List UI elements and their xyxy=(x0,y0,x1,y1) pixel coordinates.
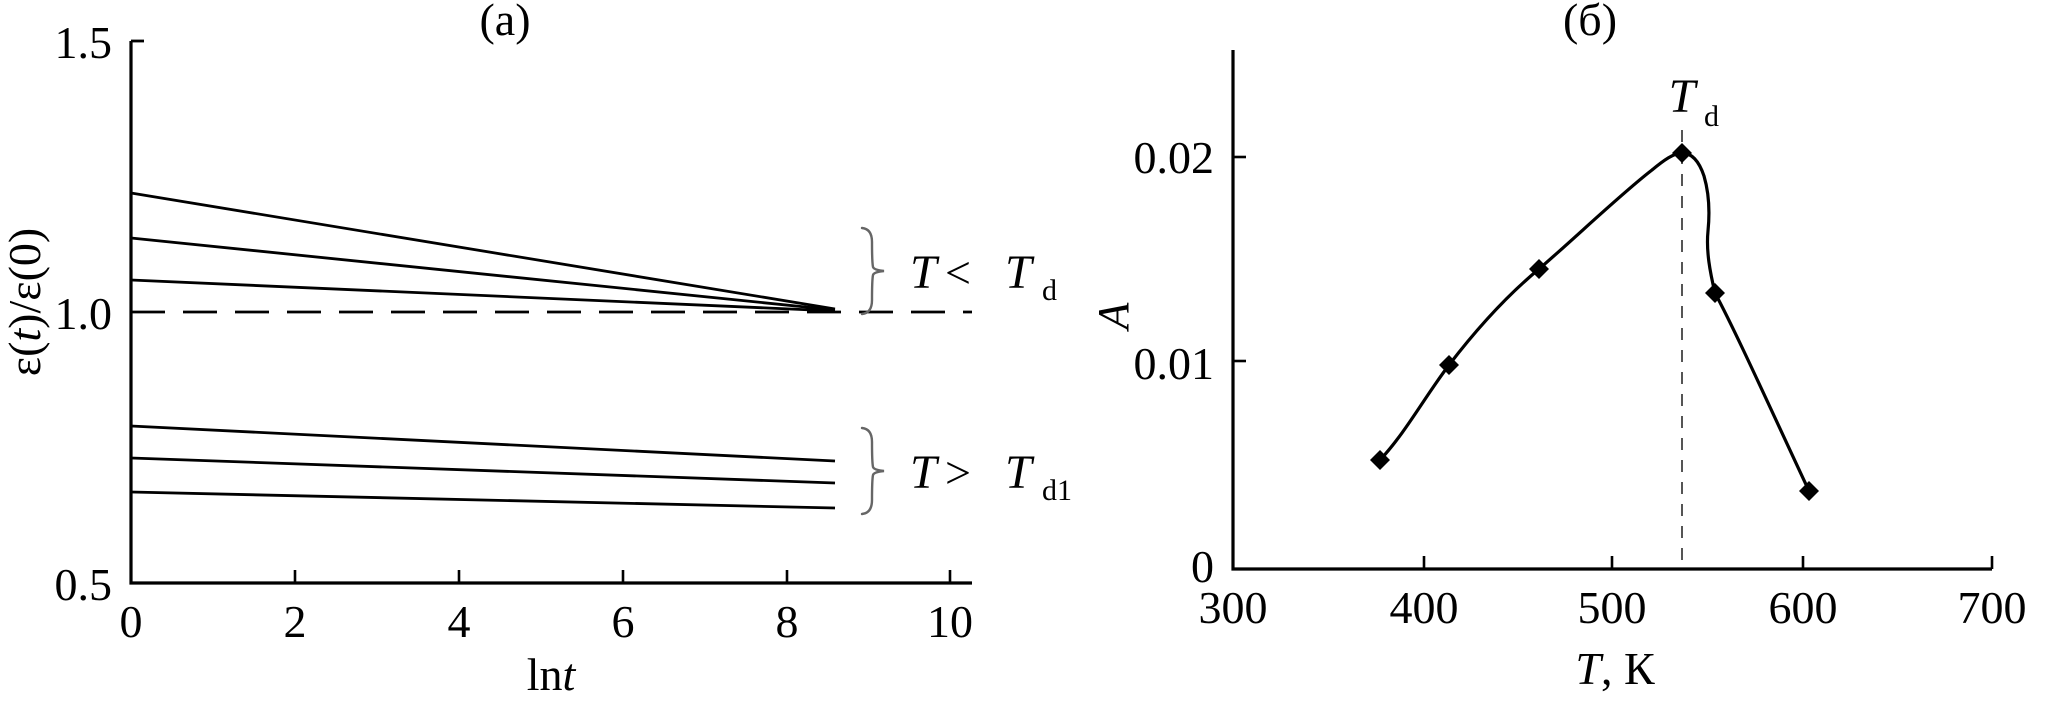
svg-text:0.01: 0.01 xyxy=(1134,338,1215,389)
svg-text:700: 700 xyxy=(1958,582,2027,633)
svg-text:T: T xyxy=(1669,70,1699,123)
svg-text:1.0: 1.0 xyxy=(55,288,113,339)
svg-text:T: T xyxy=(910,446,940,499)
svg-text:T, К: T, К xyxy=(1575,643,1655,694)
svg-text:10: 10 xyxy=(927,596,973,647)
svg-text:ε(t)/ε(0): ε(t)/ε(0) xyxy=(0,228,50,376)
svg-text:400: 400 xyxy=(1390,582,1459,633)
svg-text:0.5: 0.5 xyxy=(55,559,113,610)
svg-text:T: T xyxy=(910,246,940,299)
svg-text:d: d xyxy=(1704,100,1719,133)
svg-text:>: > xyxy=(945,447,971,498)
svg-text:<: < xyxy=(945,247,971,298)
svg-text:(б): (б) xyxy=(1563,0,1617,45)
svg-text:d: d xyxy=(1042,274,1057,307)
svg-text:lnt: lnt xyxy=(527,649,577,700)
svg-text:6: 6 xyxy=(612,596,635,647)
svg-text:8: 8 xyxy=(776,596,799,647)
svg-text:0: 0 xyxy=(1191,541,1214,592)
svg-text:(a): (a) xyxy=(479,0,530,45)
svg-text:600: 600 xyxy=(1769,582,1838,633)
svg-text:A: A xyxy=(1089,301,1138,332)
svg-text:1.5: 1.5 xyxy=(55,17,113,68)
svg-text:4: 4 xyxy=(448,596,471,647)
svg-text:d1: d1 xyxy=(1042,474,1072,507)
svg-text:T: T xyxy=(1005,446,1035,499)
svg-text:500: 500 xyxy=(1578,582,1647,633)
svg-text:0.02: 0.02 xyxy=(1134,132,1215,183)
svg-text:2: 2 xyxy=(284,596,307,647)
svg-text:0: 0 xyxy=(120,596,143,647)
svg-text:T: T xyxy=(1005,246,1035,299)
